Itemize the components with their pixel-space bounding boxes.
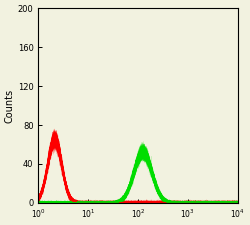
Y-axis label: Counts: Counts (5, 89, 15, 123)
